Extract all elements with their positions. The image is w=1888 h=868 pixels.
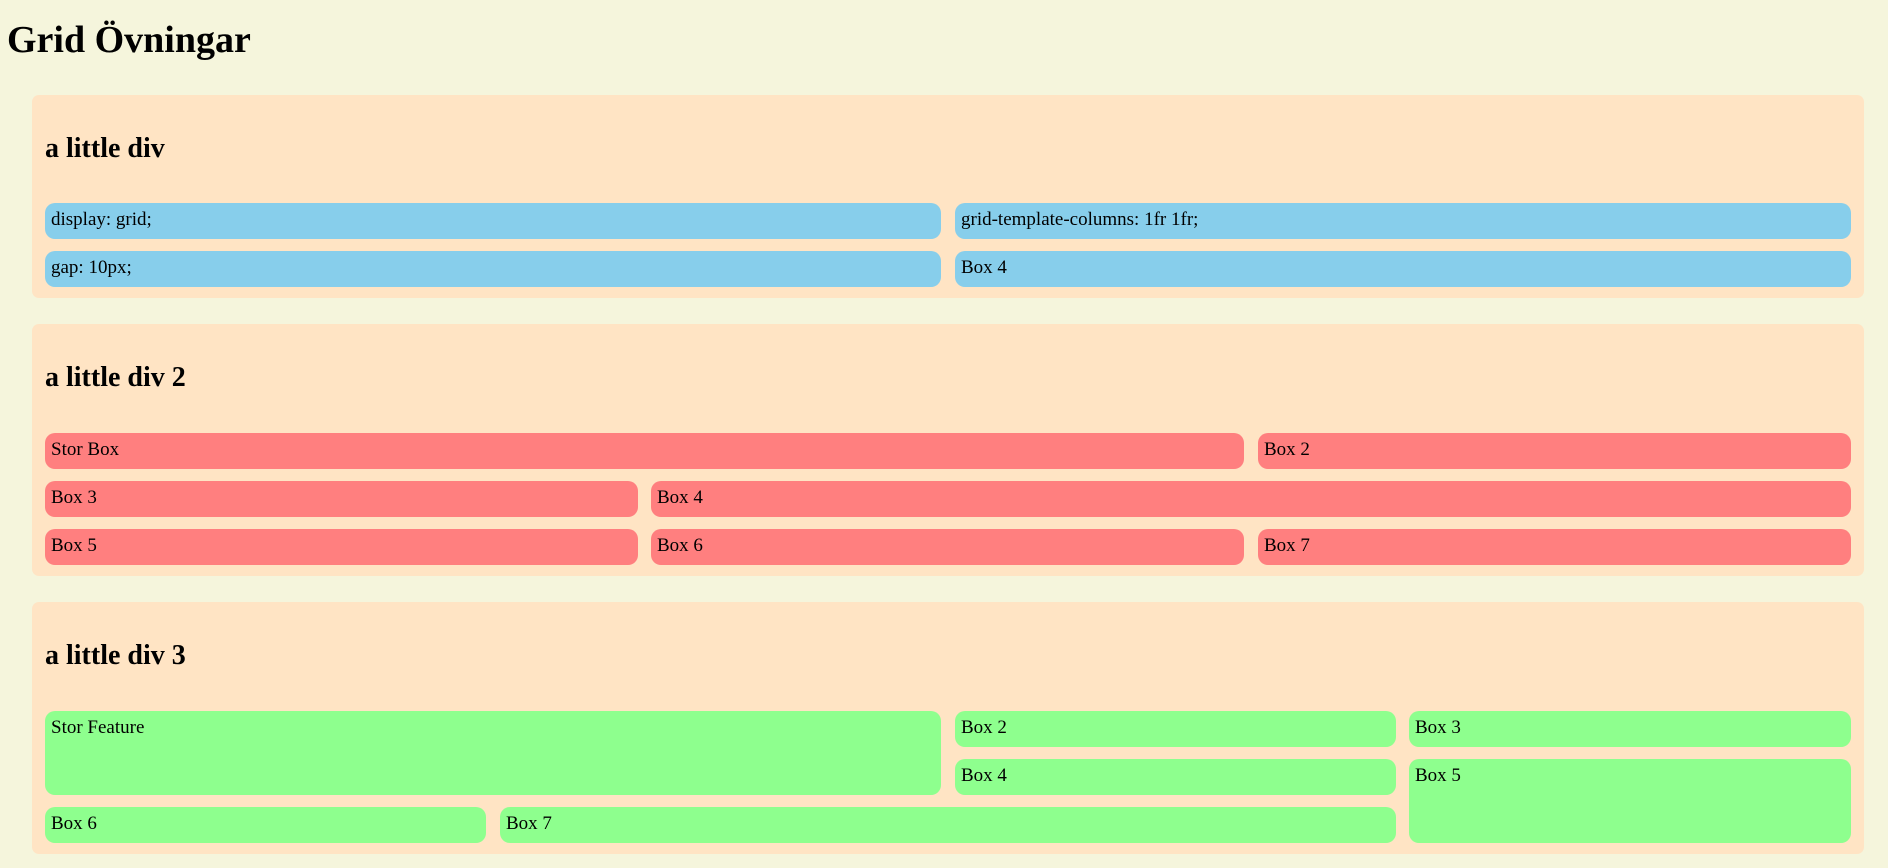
grid1-box-1: display: grid; bbox=[45, 203, 941, 239]
grid2-box-4: Box 4 bbox=[651, 481, 1851, 517]
grid1-box-2: grid-template-columns: 1fr 1fr; bbox=[955, 203, 1851, 239]
grid2-box-stor: Stor Box bbox=[45, 433, 1244, 469]
grid2-box-3: Box 3 bbox=[45, 481, 638, 517]
section-title-1: a little div bbox=[45, 133, 165, 164]
section-title-3: a little div 3 bbox=[45, 640, 186, 671]
grid-section-3: a little div 3 Stor Feature Box 2 Box 3 … bbox=[32, 602, 1864, 854]
grid3-box-6: Box 6 bbox=[45, 807, 486, 843]
section-title-2: a little div 2 bbox=[45, 362, 186, 393]
grid2-box-2: Box 2 bbox=[1258, 433, 1851, 469]
grid3-box-5: Box 5 bbox=[1409, 759, 1851, 843]
grid2-box-5: Box 5 bbox=[45, 529, 638, 565]
grid1-box-4: Box 4 bbox=[955, 251, 1851, 287]
grid2-box-6: Box 6 bbox=[651, 529, 1244, 565]
grid2-box-7: Box 7 bbox=[1258, 529, 1851, 565]
grid-section-1: a little div display: grid; grid-templat… bbox=[32, 95, 1864, 298]
grid3-box-7: Box 7 bbox=[500, 807, 1396, 843]
page-title: Grid Övningar bbox=[7, 19, 251, 61]
grid1-box-3: gap: 10px; bbox=[45, 251, 941, 287]
grid-section-2: a little div 2 Stor Box Box 2 Box 3 Box … bbox=[32, 324, 1864, 576]
grid3-box-3: Box 3 bbox=[1409, 711, 1851, 747]
grid3-box-2: Box 2 bbox=[955, 711, 1396, 747]
grid3-box-4: Box 4 bbox=[955, 759, 1396, 795]
grid3-box-stor-feature: Stor Feature bbox=[45, 711, 941, 795]
